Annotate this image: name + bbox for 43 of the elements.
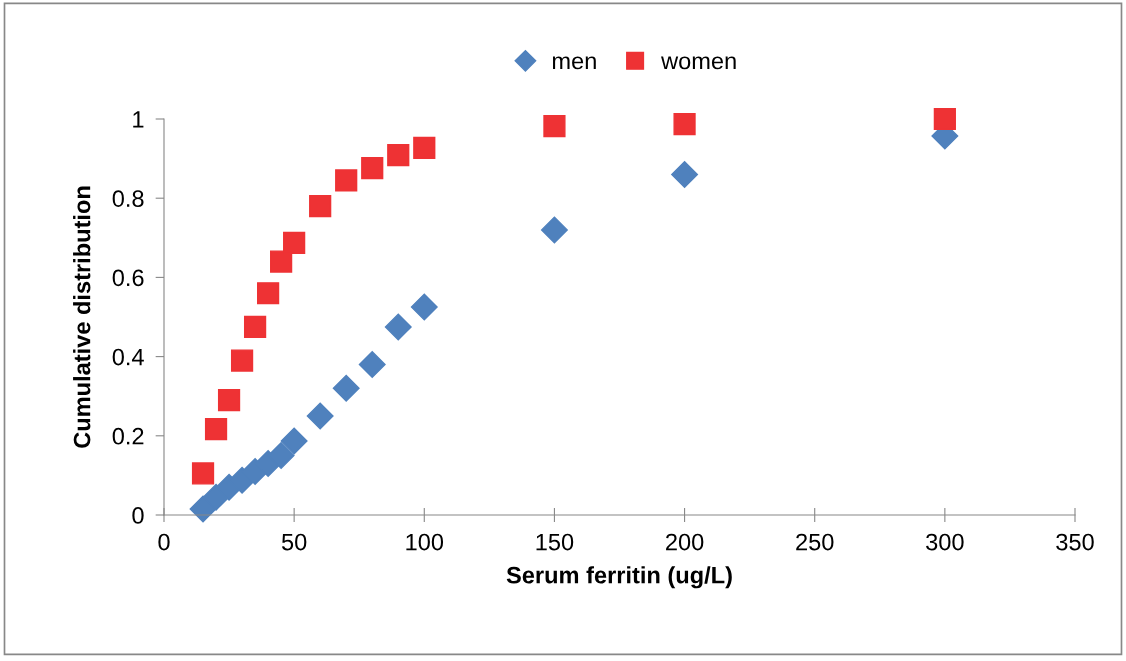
point [358,351,386,378]
y-tick-label: 0.4 [112,348,144,366]
point [387,143,410,167]
x-tick-label: 350 [1056,533,1094,551]
x-tick-label: 150 [536,533,574,551]
point [540,216,568,244]
x-tick-label: 100 [406,533,444,551]
x-tick-label: 50 [281,533,307,551]
point [673,113,696,136]
point [280,427,308,455]
point [413,136,436,160]
x-tick-label: 200 [666,533,704,551]
point [332,374,360,402]
y-tick-label: 0.6 [112,269,144,287]
x-tick-label: 250 [796,533,834,551]
point [257,282,280,305]
point [335,169,358,192]
y-tick-label: 0.8 [112,190,144,207]
y-tick-label: 0.2 [112,427,144,445]
legend-label: men [552,56,596,70]
point [267,442,295,470]
point [306,402,334,430]
x-tick-label: 0 [158,533,170,551]
point [270,250,293,273]
point [191,462,215,485]
y-tick-label: 1 [133,111,144,128]
x-axis-title: Serum ferritin (ug/L) [506,566,732,589]
point [543,115,566,138]
point [309,195,332,218]
point [410,293,438,321]
point [671,160,699,188]
point [230,349,254,372]
y-axis-title: Cumulative distribution [73,186,91,448]
x-tick-label: 300 [926,533,964,551]
point [217,389,241,412]
point [204,417,228,441]
y-tick-label: 0 [132,507,144,524]
point [243,315,267,339]
point [384,313,412,341]
point [933,107,956,131]
legend-label: women [661,56,736,70]
point [283,231,306,255]
point [361,156,384,180]
